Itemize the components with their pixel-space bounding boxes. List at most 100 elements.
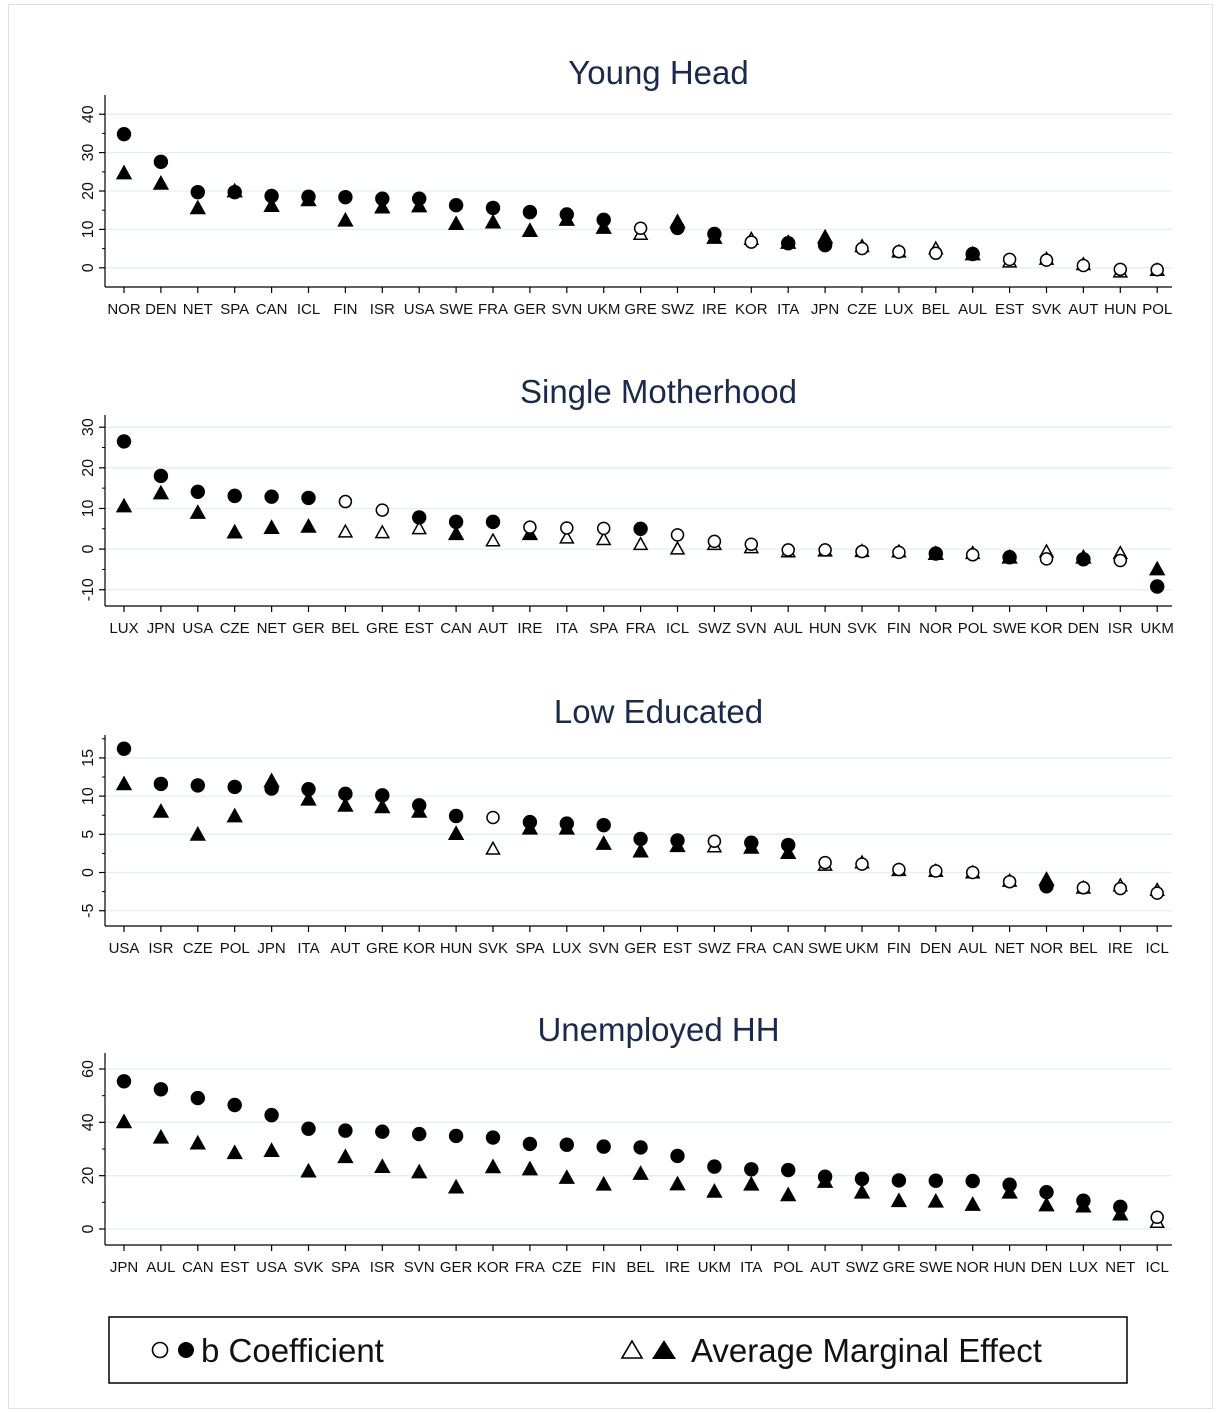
marker-circle-net bbox=[264, 489, 279, 504]
marker-circle-jpn bbox=[153, 468, 169, 484]
x-tick-label: UKM bbox=[698, 1259, 731, 1276]
marker-circle-fin bbox=[892, 862, 906, 877]
marker-circle-cze bbox=[190, 778, 206, 793]
x-tick-label: USA bbox=[182, 620, 213, 637]
marker-circle-isr bbox=[153, 776, 169, 792]
marker-triangle-jpn bbox=[152, 484, 170, 500]
x-tick-label: DEN bbox=[1068, 620, 1100, 637]
marker-circle-fra bbox=[485, 200, 501, 216]
marker-circle-est bbox=[227, 1097, 242, 1113]
x-tick-label: ISR bbox=[1108, 620, 1133, 637]
marker-circle-swz bbox=[707, 834, 722, 848]
y-tick-label: 0 bbox=[80, 1224, 97, 1233]
x-tick-label: POL bbox=[1142, 301, 1172, 318]
marker-triangle-cze bbox=[189, 825, 206, 841]
legend-triangle-hollow bbox=[620, 1339, 644, 1359]
marker-circle-ita bbox=[560, 521, 574, 535]
x-tick-label: FIN bbox=[333, 301, 357, 318]
x-tick-label: FRA bbox=[515, 1259, 545, 1276]
x-tick-label: GRE bbox=[366, 940, 399, 957]
x-tick-label: GRE bbox=[883, 1259, 916, 1276]
marker-circle-svk bbox=[301, 1121, 316, 1136]
marker-circle-gre bbox=[375, 503, 390, 517]
marker-circle-den bbox=[1039, 1184, 1054, 1200]
marker-circle-hun bbox=[818, 543, 832, 557]
legend-circle-filled bbox=[178, 1342, 194, 1358]
marker-triangle-jpn bbox=[115, 1113, 133, 1129]
marker-circle-net bbox=[1002, 874, 1017, 889]
x-tick-label: UKM bbox=[587, 301, 620, 318]
x-tick-label: JPN bbox=[811, 301, 839, 318]
y-tick-label: 60 bbox=[80, 1060, 97, 1078]
x-tick-label: BEL bbox=[331, 620, 359, 637]
y-tick-label: -5 bbox=[80, 904, 97, 918]
x-tick-label: ICL bbox=[297, 301, 320, 318]
marker-circle-ita bbox=[301, 782, 316, 797]
marker-triangle-can bbox=[189, 1134, 206, 1150]
x-tick-label: POL bbox=[220, 940, 250, 957]
marker-circle-aut bbox=[1076, 258, 1091, 273]
marker-triangle-bel bbox=[337, 523, 354, 538]
marker-circle-fin bbox=[596, 1139, 611, 1154]
marker-circle-fin bbox=[338, 189, 353, 205]
x-tick-label: ICL bbox=[1146, 940, 1169, 957]
x-tick-label: SPA bbox=[589, 620, 618, 637]
marker-triangle-svk bbox=[300, 1162, 317, 1178]
x-tick-label: DEN bbox=[145, 301, 177, 318]
marker-triangle-fra bbox=[484, 213, 502, 229]
chart-panel-2: Single Motherhood -10 0 10 20 30 LUX JPN USA CZE N… bbox=[80, 373, 1174, 637]
marker-circle-can bbox=[448, 514, 464, 530]
marker-circle-icl bbox=[1150, 886, 1164, 900]
marker-circle-bel bbox=[338, 494, 353, 509]
marker-triangle-den bbox=[1038, 1196, 1055, 1212]
marker-circle-svn bbox=[412, 1126, 427, 1142]
x-tick-label: POL bbox=[958, 620, 988, 637]
y-tick-label: 10 bbox=[80, 499, 97, 517]
x-tick-label: ITA bbox=[777, 301, 799, 318]
x-tick-label: EST bbox=[995, 301, 1024, 318]
marker-circle-svn bbox=[744, 537, 759, 551]
y-tick-label: 20 bbox=[80, 182, 97, 200]
x-tick-label: SWZ bbox=[661, 301, 694, 318]
x-tick-label: SWE bbox=[439, 301, 473, 318]
panel-title: Unemployed HH bbox=[537, 1011, 779, 1048]
x-tick-label: ICL bbox=[666, 620, 689, 637]
marker-circle-ukm bbox=[1149, 579, 1165, 594]
marker-triangle-svn bbox=[411, 1163, 428, 1179]
x-tick-label: BEL bbox=[1069, 940, 1097, 957]
marker-circle-lux bbox=[892, 244, 906, 259]
marker-triangle-ger bbox=[447, 1178, 465, 1194]
marker-triangle-svk bbox=[485, 840, 501, 855]
marker-triangle-isr bbox=[152, 803, 170, 818]
marker-circle-bel bbox=[633, 1140, 648, 1155]
marker-circle-ger bbox=[633, 831, 648, 847]
x-tick-label: LUX bbox=[884, 301, 913, 318]
x-tick-label: ISR bbox=[370, 1259, 395, 1276]
marker-circle-fin bbox=[892, 545, 906, 560]
marker-circle-lux bbox=[1076, 1193, 1091, 1208]
x-tick-label: SVK bbox=[293, 1259, 323, 1276]
marker-circle-hun bbox=[448, 808, 464, 824]
marker-triangle-nor bbox=[964, 1196, 981, 1211]
marker-circle-swz bbox=[670, 220, 685, 236]
y-tick-label: 5 bbox=[80, 830, 97, 839]
x-tick-label: POL bbox=[773, 1259, 803, 1276]
marker-triangle-isr bbox=[374, 198, 391, 214]
marker-triangle-usa bbox=[115, 775, 133, 791]
marker-circle-spa bbox=[596, 521, 611, 536]
marker-circle-ukm bbox=[596, 212, 611, 228]
x-tick-label: JPN bbox=[257, 940, 285, 957]
marker-triangle-can bbox=[263, 197, 280, 212]
marker-circle-aut bbox=[485, 514, 501, 530]
marker-triangle-ger bbox=[632, 842, 649, 858]
x-tick-label: KOR bbox=[1030, 620, 1063, 637]
marker-triangle-den bbox=[152, 174, 170, 190]
x-tick-label: HUN bbox=[993, 1259, 1026, 1276]
x-tick-label: CZE bbox=[220, 620, 250, 637]
panel-title: Young Head bbox=[568, 54, 748, 91]
marker-circle-net bbox=[190, 184, 206, 200]
x-tick-label: ITA bbox=[740, 1259, 762, 1276]
marker-circle-den bbox=[153, 154, 169, 170]
marker-triangle-lux bbox=[115, 497, 133, 513]
y-tick-label: 40 bbox=[80, 105, 97, 123]
